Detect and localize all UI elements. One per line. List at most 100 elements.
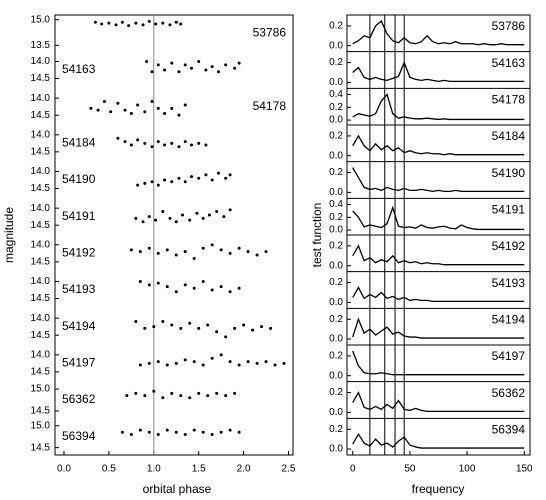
data-point [168,216,172,220]
y-tick-label: 14.5 [31,146,51,157]
data-point [224,63,228,67]
panel-label: 54190 [492,166,526,180]
data-point [116,136,120,140]
data-point [134,21,138,25]
data-point [138,363,142,367]
data-point [177,70,181,74]
panel-label: 54178 [253,99,287,113]
data-point [219,248,223,252]
y-tick-label: 0.0 [329,77,343,88]
data-point [269,326,273,330]
y-tick-label: 0.0 [329,444,343,455]
y-tick-label: 15.0 [31,420,51,431]
data-point [163,68,167,72]
data-point [143,181,147,185]
y-tick-label: 14.0 [31,276,51,287]
data-point [183,250,187,254]
data-point [246,360,250,364]
y-tick-label: 0.2 [329,424,343,435]
data-point [183,358,187,362]
data-point [216,171,220,175]
data-point [134,216,138,220]
data-point [109,110,113,114]
data-point [138,250,142,254]
data-point [192,286,196,290]
data-point [242,323,246,327]
x-tick-label: 0.0 [57,464,71,475]
test-function-line [352,317,525,339]
data-point [207,213,211,217]
x-tick-label: 50 [404,464,416,475]
y-tick-label: 14.0 [31,56,51,67]
y-tick-label: 14.5 [31,183,51,194]
data-point [255,361,259,365]
data-point [156,183,160,187]
data-point [188,218,192,222]
panel-label: 54192 [62,246,96,260]
data-point [179,326,183,330]
data-point [177,113,181,117]
data-point [204,143,208,147]
data-point [120,430,124,434]
x-axis-label: orbital phase [143,482,212,496]
y-tick-label: 14.5 [31,442,51,453]
data-point [170,106,174,110]
y-tick-label: 0.0 [329,40,343,51]
data-point [179,394,183,398]
y-tick-label: 0.4 [329,89,343,100]
data-point [228,208,232,212]
data-point [170,141,174,145]
data-point [195,211,199,215]
data-point [150,145,154,149]
data-point [183,63,187,67]
data-point [190,143,194,147]
data-point [147,361,151,365]
data-point [183,140,187,144]
data-point [201,430,205,434]
data-point [190,175,194,179]
x-tick-label: 1.0 [147,464,161,475]
data-point [163,178,167,182]
data-point [156,281,160,285]
panel-label: 54163 [62,62,96,76]
data-point [141,220,145,224]
y-tick-label: 14.5 [31,293,51,304]
data-point [228,251,232,255]
panel-label: 54184 [492,129,526,143]
y-tick-label: 14.5 [31,366,51,377]
left-frame [54,14,294,456]
y-tick-label: 0.2 [329,314,343,325]
y-tick-label: 14.0 [31,239,51,250]
data-point [147,215,151,219]
x-tick-label: 0 [350,464,356,475]
data-point [197,326,201,330]
data-point [210,178,214,182]
data-point [273,363,277,367]
y-tick-label: 14.0 [31,349,51,360]
test-function-line [352,134,525,156]
data-point [264,250,268,254]
data-point [210,65,214,69]
data-point [127,24,131,28]
data-point [134,320,138,324]
panel-label: 54192 [492,239,526,253]
data-point [165,428,169,432]
data-point [201,279,205,283]
data-point [156,106,160,110]
y-tick-label: 0.2 [329,277,343,288]
data-point [210,243,214,247]
data-point [163,143,167,147]
y-axis-label: test function [310,203,324,268]
data-point [210,356,214,360]
data-point [224,176,228,180]
data-point [228,428,232,432]
data-point [147,19,151,23]
data-point [174,220,178,224]
y-tick-label: 0.0 [329,370,343,381]
data-point [120,20,124,24]
data-point [129,248,133,252]
data-point [152,389,156,393]
panel-label: 54190 [62,172,96,186]
data-point [102,100,106,104]
